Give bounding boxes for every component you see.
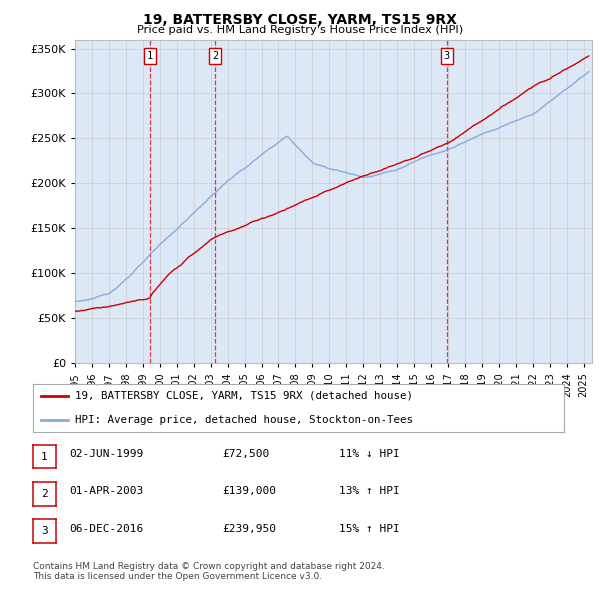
Text: 2: 2 (41, 489, 48, 499)
Text: 15% ↑ HPI: 15% ↑ HPI (339, 524, 400, 533)
Text: Contains HM Land Registry data © Crown copyright and database right 2024.
This d: Contains HM Land Registry data © Crown c… (33, 562, 385, 581)
Text: 3: 3 (41, 526, 48, 536)
Text: 06-DEC-2016: 06-DEC-2016 (69, 524, 143, 533)
Text: 19, BATTERSBY CLOSE, YARM, TS15 9RX (detached house): 19, BATTERSBY CLOSE, YARM, TS15 9RX (det… (76, 391, 413, 401)
Text: 13% ↑ HPI: 13% ↑ HPI (339, 487, 400, 496)
Text: 02-JUN-1999: 02-JUN-1999 (69, 450, 143, 459)
Text: HPI: Average price, detached house, Stockton-on-Tees: HPI: Average price, detached house, Stoc… (76, 415, 413, 425)
Text: 19, BATTERSBY CLOSE, YARM, TS15 9RX: 19, BATTERSBY CLOSE, YARM, TS15 9RX (143, 13, 457, 27)
Text: 01-APR-2003: 01-APR-2003 (69, 487, 143, 496)
Text: £239,950: £239,950 (222, 524, 276, 533)
Text: 11% ↓ HPI: 11% ↓ HPI (339, 450, 400, 459)
Text: 1: 1 (41, 452, 48, 461)
Text: 3: 3 (443, 51, 450, 61)
Text: £72,500: £72,500 (222, 450, 269, 459)
Text: 1: 1 (147, 51, 153, 61)
Text: Price paid vs. HM Land Registry's House Price Index (HPI): Price paid vs. HM Land Registry's House … (137, 25, 463, 35)
Text: £139,000: £139,000 (222, 487, 276, 496)
Text: 2: 2 (212, 51, 218, 61)
